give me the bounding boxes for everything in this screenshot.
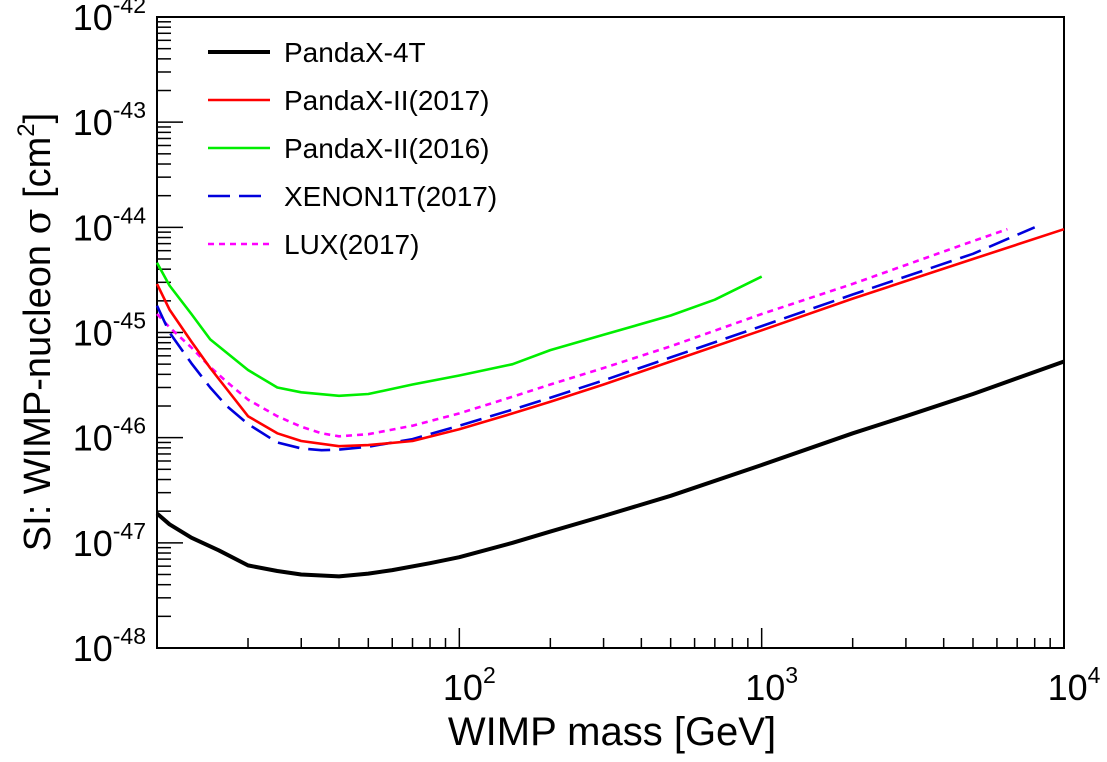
y-axis-label-unit: [cm (17, 137, 59, 209)
y-axis-label-unit-exponent: 2 (13, 123, 40, 136)
x-tick-label: 103 (745, 662, 798, 708)
series-line-pandax-4t (155, 359, 1065, 579)
y-axis-label: SI: WIMP-nucleon σ [cm2] (13, 113, 59, 551)
legend-label: PandaX-4T (284, 37, 426, 68)
legend-label: PandaX-II(2016) (284, 133, 489, 164)
series-line-pandax-ii-2017 (155, 227, 1065, 448)
x-axis-label: WIMP mass [GeV] (448, 710, 776, 754)
legend: PandaX-4T PandaX-II(2017) PandaX-II(2016) X… (208, 37, 497, 260)
legend-label: PandaX-II(2017) (284, 85, 489, 116)
sigma-symbol: σ (15, 208, 59, 234)
y-tick-label: 10-44 (73, 202, 146, 248)
y-tick-label: 10-48 (73, 623, 146, 669)
x-tick-labels: 102 103 104 (443, 662, 1101, 708)
series-line-pandax-ii-2016 (155, 262, 763, 398)
x-tick-label: 102 (443, 662, 496, 708)
y-minor-ticks (157, 21, 183, 649)
y-axis-label-prefix: SI: WIMP-nucleon (17, 234, 59, 551)
y-tick-label: 10-47 (73, 518, 146, 564)
series-line-lux-2017 (156, 227, 1008, 438)
y-tick-label: 10-43 (73, 97, 146, 143)
y-axis-label-close: ] (17, 113, 59, 124)
series-line-xenon1t-2017 (155, 226, 1036, 452)
y-tick-label: 10-46 (73, 413, 146, 459)
y-tick-labels: 10-48 10-47 10-46 10-45 10-44 10-43 10-42 (73, 0, 146, 669)
legend-label: LUX(2017) (284, 229, 419, 260)
y-tick-label: 10-45 (73, 308, 146, 354)
legend-label: XENON1T(2017) (284, 181, 497, 212)
x-minor-ticks (247, 628, 1051, 648)
x-tick-label: 104 (1048, 662, 1101, 708)
series-layer (155, 226, 1065, 579)
y-tick-label: 10-42 (73, 0, 146, 38)
